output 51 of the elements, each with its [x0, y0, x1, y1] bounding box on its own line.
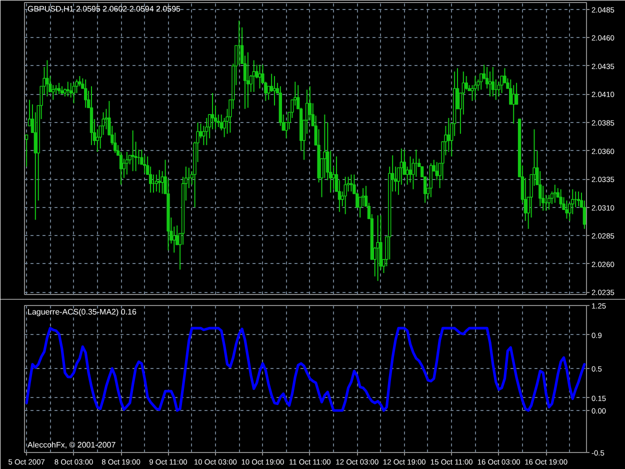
candlestick: [553, 184, 556, 204]
candlestick: [172, 226, 176, 254]
candlestick: [547, 194, 551, 210]
candlestick: [119, 151, 123, 186]
candlestick: [102, 112, 105, 136]
candlestick: [52, 84, 55, 100]
candlestick: [131, 130, 134, 172]
candlestick: [154, 174, 158, 192]
candlestick: [500, 76, 504, 94]
candlestick: [350, 174, 353, 192]
candlestick: [429, 162, 433, 198]
candlestick: [512, 84, 516, 124]
candlestick: [462, 71, 465, 116]
candlestick: [361, 188, 365, 207]
candlestick: [323, 114, 326, 178]
candlestick: [72, 82, 76, 104]
candlestick: [332, 166, 336, 190]
candlestick: [514, 82, 518, 105]
annotation: AleccohFx, © 2001-2007: [28, 440, 116, 450]
chart-title: GBPUSD,H1 2.0595 2.0602 2.0594 2.0595: [28, 4, 182, 14]
candlestick: [66, 81, 70, 97]
candlestick: [582, 200, 586, 230]
candlestick: [57, 82, 61, 95]
candlestick: [400, 148, 404, 186]
candlestick: [143, 154, 146, 174]
candlestick: [376, 214, 380, 282]
candlestick: [488, 71, 492, 97]
candlestick: [125, 151, 129, 176]
candlestick: [344, 176, 347, 215]
chart-title: Laguerre-ACS(0.35-MA2) 0.16: [28, 308, 137, 316]
candlestick: [576, 191, 580, 207]
candlestick: [571, 188, 574, 215]
candlestick: [447, 117, 450, 152]
candlestick: [272, 76, 276, 106]
candlestick: [96, 128, 99, 152]
candlestick: [246, 52, 250, 108]
line-series: [25, 326, 586, 412]
candlestick: [205, 117, 208, 146]
candlestick: [84, 78, 88, 108]
candlestick: [464, 76, 468, 90]
candlestick: [565, 200, 568, 220]
candlestick: [46, 60, 49, 97]
candlestick: [474, 76, 477, 100]
candlestick: [210, 92, 214, 130]
candlestick: [258, 64, 262, 90]
candlestick: [491, 66, 495, 97]
candlestick: [158, 170, 161, 194]
candlestick: [148, 166, 152, 194]
candlestick: [78, 76, 82, 87]
candlestick: [559, 188, 562, 208]
candlestick: [538, 170, 542, 207]
